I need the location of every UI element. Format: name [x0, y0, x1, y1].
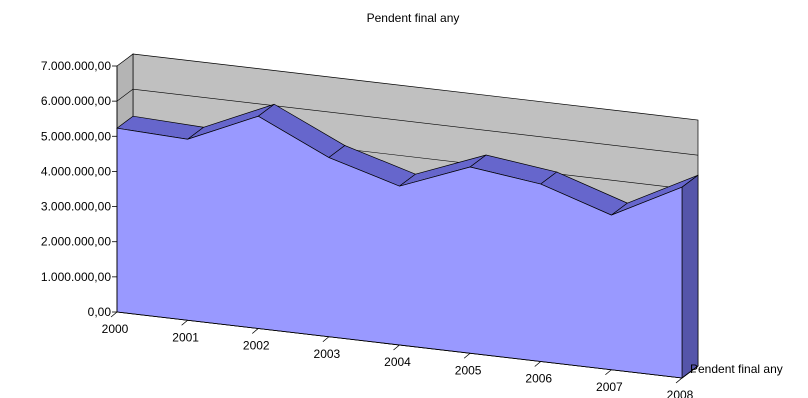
x-tick-label: 2007 — [596, 380, 623, 394]
y-tick-label: 2.000.000,00 — [41, 235, 111, 249]
y-tick-label: 0,00 — [88, 305, 112, 319]
x-tick — [181, 319, 188, 326]
x-tick-label: 2005 — [455, 363, 482, 377]
x-tick-label: 2001 — [172, 330, 199, 344]
x-tick — [534, 361, 542, 367]
x-tick-label: 2006 — [525, 372, 552, 386]
x-tick — [605, 369, 612, 376]
x-tick — [675, 377, 683, 384]
legend-label: Pendent final any — [690, 362, 783, 376]
y-tick-label: 4.000.000,00 — [41, 164, 111, 178]
gridline — [116, 88, 134, 102]
y-tick-label: 6.000.000,00 — [41, 94, 111, 108]
x-tick-label: 2002 — [243, 339, 270, 353]
x-tick — [322, 336, 330, 343]
x-tick-label: 2004 — [384, 355, 411, 369]
x-tick — [463, 352, 471, 359]
x-tick — [251, 328, 259, 334]
chart-title: Pendent final any — [367, 11, 460, 25]
area-series — [116, 103, 699, 379]
y-tick-label: 7.000.000,00 — [41, 59, 111, 73]
gridline — [132, 88, 699, 156]
y-tick-label: 5.000.000,00 — [41, 129, 111, 143]
y-tick-label: 3.000.000,00 — [41, 200, 111, 214]
y-tick-label: 1.000.000,00 — [41, 270, 111, 284]
x-tick-label: 2003 — [314, 347, 341, 361]
x-tick-label: 2008 — [667, 388, 694, 398]
area-front-face — [116, 115, 683, 379]
x-tick-label: 2000 — [102, 322, 129, 336]
x-tick — [393, 344, 400, 351]
chart-axes: 0,00 1.000.000,00 2.000.000,00 3.000.000,00… — [41, 59, 699, 398]
x-tick — [110, 311, 118, 318]
area-side-face — [681, 174, 699, 379]
